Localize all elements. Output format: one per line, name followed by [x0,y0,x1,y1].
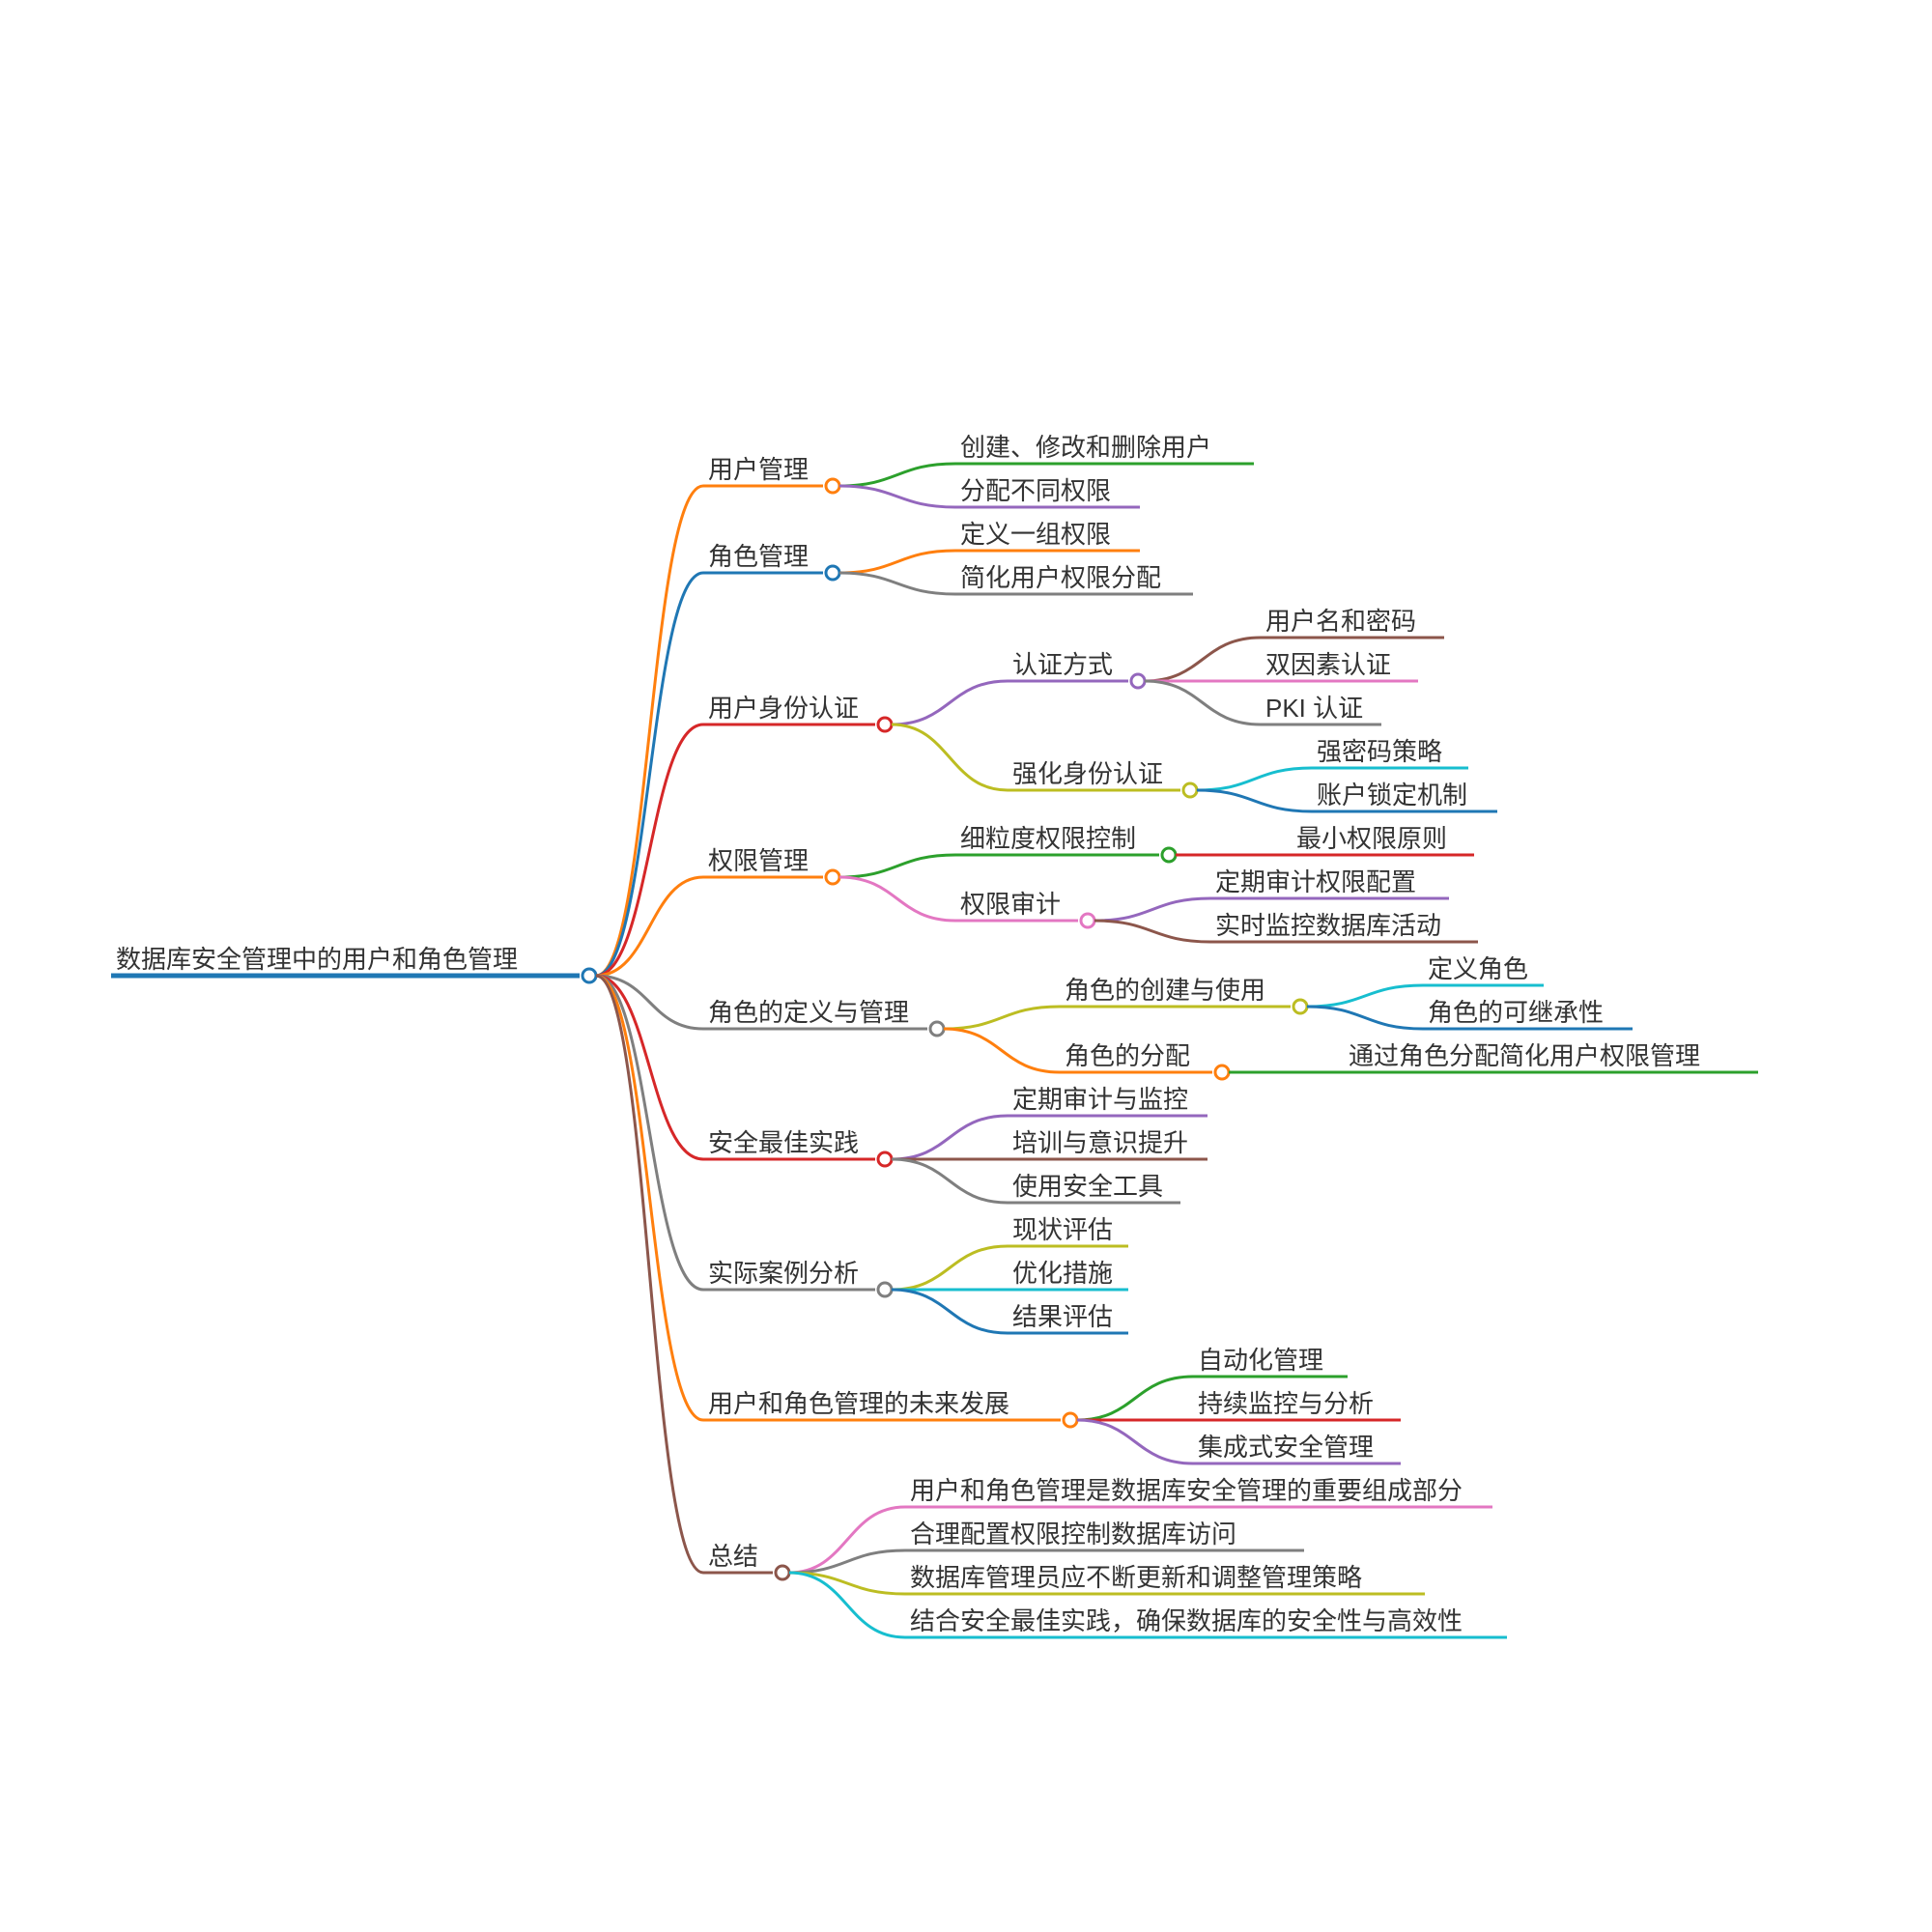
node-label: 用户和角色管理是数据库安全管理的重要组成部分 [910,1476,1463,1505]
junction-circle [1162,848,1176,862]
mindmap-edge [1145,681,1261,724]
node-label: PKI 认证 [1265,694,1363,723]
node-label: 定期审计与监控 [1012,1085,1188,1114]
mindmap-edge [1094,921,1210,942]
node-label: 实际案例分析 [708,1259,859,1288]
junction-circle [878,1152,892,1166]
junction-circle [582,969,596,982]
mindmap-edge [944,1007,1060,1029]
junction-circle [1293,1000,1307,1013]
mindmap-edge [1077,1420,1193,1463]
node-label: 角色的创建与使用 [1065,976,1265,1005]
junction-circle [1064,1413,1077,1427]
mindmap-edge [892,1116,1008,1159]
mindmap-edge [1197,768,1312,790]
mindmap-edge [892,681,1008,724]
node-label: 定义一组权限 [960,520,1111,549]
node-label: 现状评估 [1012,1215,1113,1244]
mindmap-edge [596,976,703,1420]
mindmap-diagram: 数据库安全管理中的用户和角色管理 用户管理 创建、修改和删除用户分配不同权限角色管理… [0,0,1932,1932]
junction-circle [878,1283,892,1296]
mindmap-edge [892,1246,1008,1290]
mindmap-edge [596,724,703,976]
node-label: 创建、修改和删除用户 [960,433,1211,462]
node-label: 强化身份认证 [1012,759,1163,788]
mindmap-edge [1145,638,1261,681]
node-label: 使用安全工具 [1012,1172,1163,1201]
node-label: 集成式安全管理 [1198,1433,1374,1462]
mindmap-edge [596,976,703,1290]
node-label: 结合安全最佳实践，确保数据库的安全性与高效性 [910,1606,1463,1635]
mindmap-edge [892,1159,1008,1203]
node-label: 角色的定义与管理 [708,998,909,1027]
node-label: 通过角色分配简化用户权限管理 [1349,1041,1700,1070]
node-label: 角色的可继承性 [1428,998,1604,1027]
mindmap-edge [839,573,955,594]
mindmap-edge [839,551,955,573]
node-label: 定期审计权限配置 [1215,867,1416,896]
node-label: 权限管理 [708,846,809,875]
mindmap-edge [1077,1377,1193,1420]
node-label: 角色管理 [708,542,809,571]
junction-circle [826,870,839,884]
node-label: 合理配置权限控制数据库访问 [910,1520,1236,1548]
node-label: 安全最佳实践 [708,1128,859,1157]
mindmap-edge [839,486,955,507]
node-label: 账户锁定机制 [1317,781,1467,810]
node-label: 认证方式 [1012,650,1113,679]
junction-circle [930,1022,944,1036]
mindmap-edge [596,486,703,976]
mindmap-edge [892,1290,1008,1333]
node-label: 优化措施 [1012,1259,1113,1288]
node-label: 定义角色 [1428,954,1528,983]
junction-circle [776,1566,789,1579]
node-label: 简化用户权限分配 [960,563,1161,592]
node-label: 数据库管理员应不断更新和调整管理策略 [910,1563,1362,1592]
mindmap-edge [1307,985,1423,1007]
junction-circle [826,566,839,580]
node-label: 用户和角色管理的未来发展 [708,1389,1009,1418]
node-label: 分配不同权限 [960,476,1111,505]
mindmap-edge [1307,1007,1423,1029]
junction-circle [1081,914,1094,927]
node-label: 权限审计 [960,890,1061,919]
junction-circle [1215,1065,1229,1079]
node-label: 用户身份认证 [708,694,859,723]
junction-circle [1183,783,1197,797]
node-label: 持续监控与分析 [1198,1389,1374,1418]
node-label: 强密码策略 [1317,737,1442,766]
node-label: 培训与意识提升 [1012,1128,1188,1157]
junction-circle [826,479,839,493]
node-label: 用户管理 [708,455,809,484]
mindmap-edge [1197,790,1312,811]
node-label: 自动化管理 [1198,1346,1323,1375]
node-label: 结果评估 [1012,1302,1113,1331]
mindmap-edge [944,1029,1060,1072]
mindmap-edge [1094,898,1210,921]
mindmap-edge [839,464,955,486]
node-label: 双因素认证 [1265,650,1391,679]
junction-circle [1131,674,1145,688]
junction-circle [878,718,892,731]
node-label: 细粒度权限控制 [960,824,1136,853]
node-label: 总结 [708,1542,758,1571]
node-label: 用户名和密码 [1265,607,1416,636]
mindmap-edge [892,724,1008,790]
mindmap-edge [596,573,703,976]
node-label: 数据库安全管理中的用户和角色管理 [116,945,518,974]
mindmap-edge [839,855,955,877]
node-label: 最小权限原则 [1296,824,1447,853]
node-label: 实时监控数据库活动 [1215,911,1441,940]
node-label: 角色的分配 [1065,1041,1190,1070]
mindmap-edge [839,877,955,921]
